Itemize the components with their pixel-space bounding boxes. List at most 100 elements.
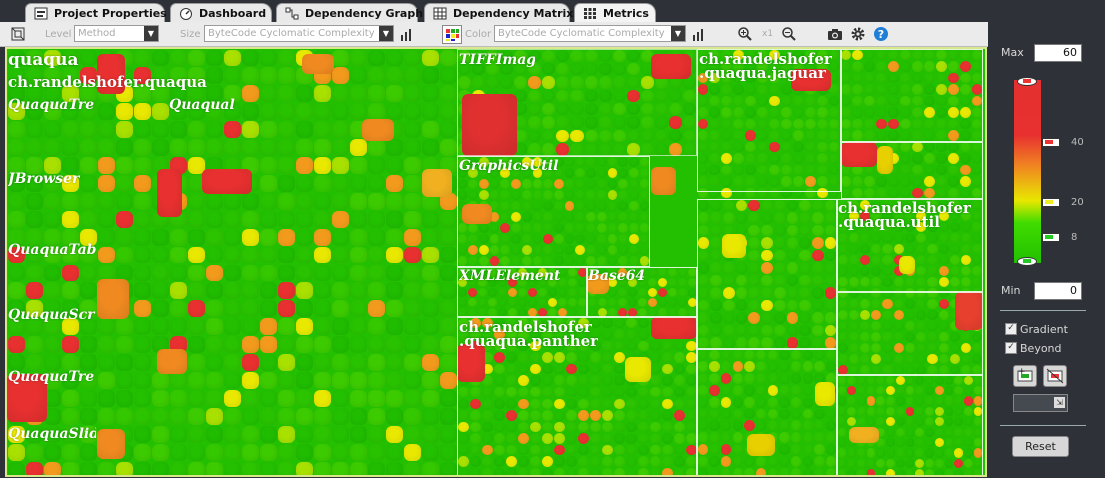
treemap-cell[interactable] <box>612 62 626 76</box>
treemap-cell[interactable] <box>570 129 584 143</box>
treemap-cell[interactable] <box>349 461 367 475</box>
treemap-cell[interactable] <box>79 103 97 121</box>
treemap-cell[interactable] <box>295 192 313 210</box>
treemap-cell[interactable] <box>259 372 277 389</box>
treemap-cell[interactable] <box>471 62 485 76</box>
treemap-cell[interactable] <box>79 228 97 246</box>
treemap-cell[interactable] <box>43 354 61 371</box>
treemap-cell[interactable] <box>349 300 367 318</box>
treemap-cell[interactable] <box>478 167 489 178</box>
treemap-cell[interactable] <box>223 461 241 475</box>
treemap-cell[interactable] <box>205 318 223 336</box>
treemap-cell[interactable] <box>468 245 478 256</box>
treemap-cell[interactable] <box>439 318 457 336</box>
treemap-cell[interactable] <box>421 121 439 139</box>
treemap-cell[interactable] <box>485 62 499 76</box>
treemap-cell[interactable] <box>133 157 151 174</box>
gear-icon[interactable] <box>850 26 866 42</box>
treemap-cell[interactable] <box>205 103 223 121</box>
treemap-cell[interactable] <box>241 103 259 121</box>
treemap-cell[interactable] <box>223 67 241 85</box>
treemap-cell[interactable] <box>598 143 612 156</box>
treemap-cell[interactable] <box>187 461 205 475</box>
treemap-cell[interactable] <box>349 67 367 85</box>
treemap-cell[interactable] <box>277 282 295 300</box>
treemap-cell[interactable] <box>79 192 97 210</box>
treemap-cell[interactable] <box>43 300 61 318</box>
treemap-cell[interactable] <box>385 67 403 85</box>
treemap-cell[interactable] <box>115 336 133 354</box>
treemap-cell[interactable] <box>349 174 367 192</box>
treemap-cell[interactable] <box>61 85 79 103</box>
treemap-cell[interactable] <box>151 407 169 425</box>
treemap-cell[interactable] <box>277 174 295 192</box>
treemap-cell[interactable] <box>169 300 187 318</box>
treemap-cell[interactable] <box>187 407 205 425</box>
treemap-cell[interactable] <box>25 425 43 443</box>
treemap-cell[interactable] <box>187 389 205 407</box>
treemap-cell[interactable] <box>7 85 25 103</box>
treemap-cell[interactable] <box>205 228 223 246</box>
treemap-cell[interactable] <box>7 210 25 228</box>
treemap-cell[interactable] <box>598 129 612 143</box>
treemap-cell[interactable] <box>612 89 626 102</box>
treemap-cell[interactable] <box>295 121 313 139</box>
treemap-cell[interactable] <box>468 234 478 245</box>
treemap-cell[interactable] <box>385 282 403 300</box>
treemap-cell[interactable] <box>367 443 385 461</box>
treemap-cell[interactable] <box>7 354 25 371</box>
treemap-cell[interactable] <box>259 49 277 67</box>
treemap-cell[interactable] <box>295 210 313 228</box>
treemap-cell[interactable] <box>349 228 367 246</box>
treemap-cell[interactable] <box>97 139 115 156</box>
treemap-cell[interactable] <box>385 85 403 103</box>
treemap-cell[interactable] <box>241 282 259 300</box>
treemap-cell[interactable] <box>421 85 439 103</box>
treemap-cell[interactable] <box>43 121 61 139</box>
treemap-cell[interactable] <box>43 461 61 475</box>
treemap-cell[interactable] <box>115 228 133 246</box>
treemap-cell[interactable] <box>403 121 421 139</box>
treemap-cell[interactable] <box>187 139 205 156</box>
treemap-cell[interactable] <box>485 76 499 89</box>
treemap-cell[interactable] <box>223 49 241 67</box>
treemap-cell[interactable] <box>641 89 655 102</box>
treemap-cell[interactable] <box>61 121 79 139</box>
treemap-cell[interactable] <box>421 264 439 282</box>
treemap-cell[interactable] <box>259 139 277 156</box>
treemap-cell[interactable] <box>277 461 295 475</box>
bar-chart-icon[interactable] <box>399 26 415 42</box>
treemap-cell[interactable] <box>403 67 421 85</box>
treemap-cell[interactable] <box>439 443 457 461</box>
treemap-cell[interactable] <box>7 246 25 264</box>
help-icon[interactable]: ? <box>873 26 889 42</box>
treemap-cell[interactable] <box>7 103 25 121</box>
treemap-cell[interactable] <box>205 85 223 103</box>
treemap-cell[interactable] <box>641 103 655 116</box>
treemap-cell[interactable] <box>478 178 489 189</box>
treemap-cell[interactable] <box>367 228 385 246</box>
treemap-cell[interactable] <box>683 103 697 116</box>
treemap-cell[interactable] <box>205 407 223 425</box>
treemap-cell[interactable] <box>277 103 295 121</box>
treemap-cell[interactable] <box>187 174 205 192</box>
tab-project-properties[interactable]: Project Properties <box>25 3 167 22</box>
treemap-cell[interactable] <box>641 143 655 156</box>
treemap-cell[interactable] <box>528 129 542 143</box>
treemap-cell[interactable] <box>367 103 385 121</box>
treemap-cell[interactable] <box>598 116 612 129</box>
treemap-cell[interactable] <box>43 372 61 389</box>
treemap-cell[interactable] <box>43 443 61 461</box>
treemap-cell[interactable] <box>655 116 669 129</box>
treemap-cell[interactable] <box>556 116 570 129</box>
treemap-cell[interactable] <box>43 407 61 425</box>
treemap-cell[interactable] <box>187 354 205 371</box>
treemap-cell[interactable] <box>223 354 241 371</box>
treemap-cell[interactable] <box>97 210 115 228</box>
treemap-cell[interactable] <box>403 354 421 371</box>
treemap-cell[interactable] <box>25 336 43 354</box>
treemap-cell[interactable] <box>223 425 241 443</box>
treemap-cell[interactable] <box>205 67 223 85</box>
treemap-cell[interactable] <box>25 264 43 282</box>
treemap-cell[interactable] <box>669 143 683 156</box>
